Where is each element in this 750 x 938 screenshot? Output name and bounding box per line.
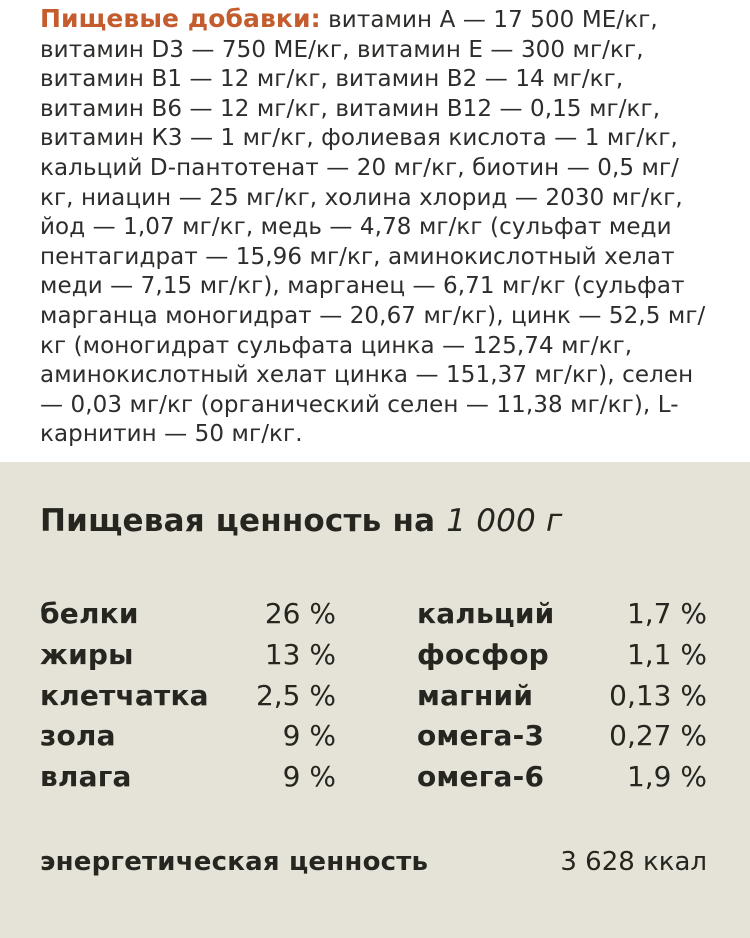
nutrient-row-proteins: белки 26 % (40, 597, 336, 638)
nutrient-value: 26 % (264, 597, 336, 630)
nutrient-column-left: белки 26 % жиры 13 % клетчатка 2,5 % зол… (40, 597, 336, 801)
nutrient-label: омега-6 (417, 760, 545, 794)
nutrient-row-ash: зола 9 % (40, 719, 336, 760)
nutrient-row-fiber: клетчатка 2,5 % (40, 679, 336, 720)
nutrient-value: 9 % (282, 719, 336, 753)
food-additives-section: Пищевые добавки: витамин А — 17 500 МЕ/к… (0, 0, 750, 462)
food-additives-paragraph: Пищевые добавки: витамин А — 17 500 МЕ/к… (40, 4, 712, 450)
nutrient-row-moisture: влага 9 % (40, 760, 336, 801)
nutrient-value: 13 % (264, 637, 336, 671)
nutrient-row-magnesium: магний 0,13 % (417, 679, 707, 720)
nutrient-label: клетчатка (40, 678, 209, 712)
energy-value-row: энергетическая ценность 3 628 ккал (40, 847, 707, 877)
energy-label: энергетическая ценность (40, 846, 429, 877)
nutrient-value: 0,27 % (609, 719, 707, 753)
nutrient-label: кальций (417, 597, 555, 630)
nutrient-table: белки 26 % жиры 13 % клетчатка 2,5 % зол… (40, 597, 707, 801)
nutrient-row-omega3: омега-3 0,27 % (417, 719, 707, 760)
nutrient-value: 9 % (282, 760, 336, 794)
nutrient-value: 1,9 % (626, 760, 707, 794)
nutrition-heading-amount: 1 000 г (446, 503, 563, 539)
nutrient-value: 0,13 % (609, 678, 707, 712)
food-additives-text: витамин А — 17 500 МЕ/кг, витамин D3 — 7… (40, 7, 706, 448)
nutrient-row-fats: жиры 13 % (40, 638, 336, 679)
food-additives-title: Пищевые добавки: (40, 4, 321, 33)
nutrient-row-omega6: омега-6 1,9 % (417, 760, 707, 801)
nutrient-label: влага (40, 760, 132, 794)
nutrient-label: зола (40, 719, 116, 753)
energy-value: 3 628 ккал (560, 846, 707, 877)
nutrient-label: белки (40, 597, 139, 630)
nutrition-facts-section: Пищевая ценность на 1 000 г белки 26 % ж… (0, 462, 750, 938)
nutrition-heading: Пищевая ценность на 1 000 г (40, 503, 707, 539)
nutrient-row-calcium: кальций 1,7 % (417, 597, 707, 638)
nutrient-label: магний (417, 678, 534, 712)
nutrient-value: 2,5 % (255, 678, 336, 712)
nutrient-label: фосфор (417, 637, 549, 671)
nutrient-label: жиры (40, 637, 134, 671)
nutrient-row-phosphorus: фосфор 1,1 % (417, 638, 707, 679)
nutrient-label: омега-3 (417, 719, 545, 753)
nutrient-value: 1,1 % (626, 637, 707, 671)
nutrition-heading-text: Пищевая ценность на (40, 503, 436, 539)
nutrient-value: 1,7 % (626, 597, 707, 630)
nutrient-column-right: кальций 1,7 % фосфор 1,1 % магний 0,13 %… (417, 597, 707, 801)
